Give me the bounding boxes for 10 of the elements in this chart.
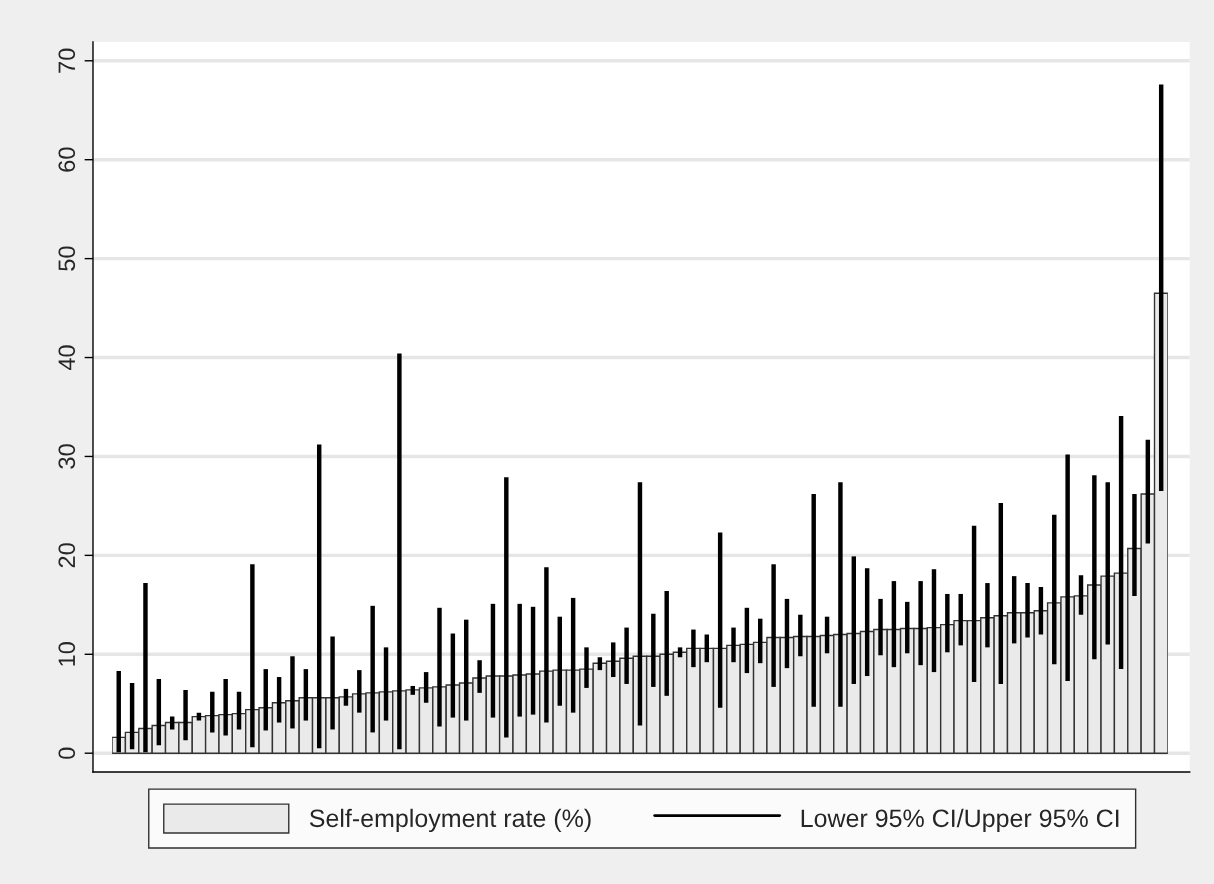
- y-tick-label: 40: [58, 345, 76, 371]
- legend-label: Self-employment rate (%): [309, 808, 591, 833]
- y-tick-label: 70: [58, 48, 76, 73]
- y-tick-label: 30: [58, 444, 76, 469]
- text: Lower 95% CI/Upper 95% CI: [801, 808, 1119, 833]
- y-tick-label: 0: [58, 747, 76, 759]
- y-tick-label: 50: [58, 246, 76, 271]
- y-tick-label: 10: [58, 642, 76, 666]
- y-tick-label: 60: [58, 147, 76, 172]
- y-tick-label: 20: [58, 543, 76, 568]
